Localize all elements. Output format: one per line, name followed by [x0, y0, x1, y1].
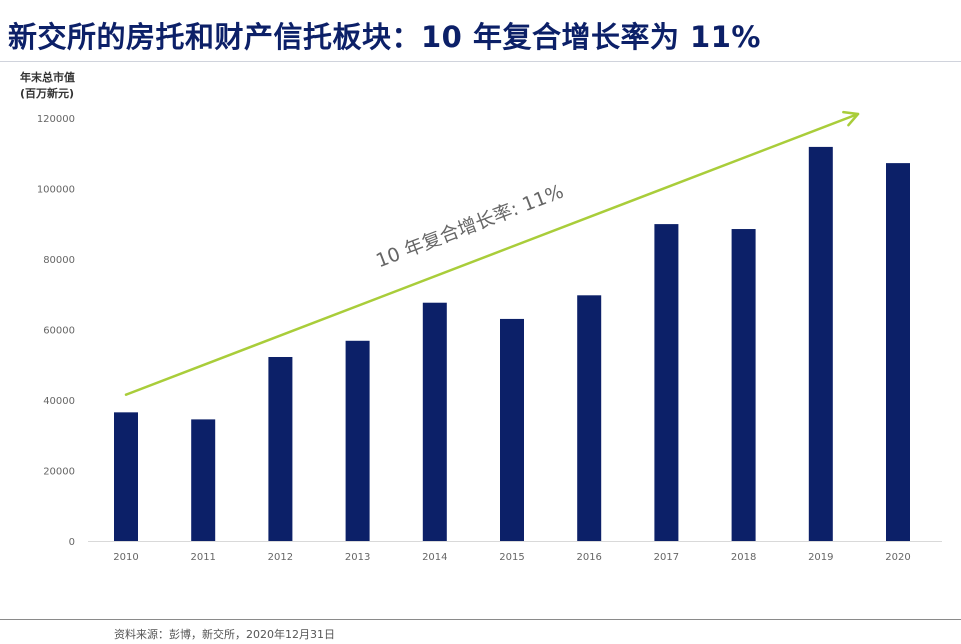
x-tick-label: 2020 — [885, 552, 910, 563]
bar-chart: 0 20000 40000 60000 80000 100000 120000 2010 201… — [37, 110, 942, 563]
y-axis-label-line1: 年末总市值 — [20, 71, 75, 84]
x-tick-label: 2017 — [654, 552, 679, 563]
y-tick-label: 0 — [69, 537, 75, 548]
x-tick-label: 2016 — [576, 552, 601, 563]
source-note: 资料来源：彭博，新交所，2020年12月31日 — [114, 628, 335, 641]
y-axis-label-line2: (百万新元) — [20, 87, 75, 100]
growth-annotation: 10 年复合增长率: 11% — [373, 181, 567, 273]
bar-2017 — [654, 224, 679, 542]
x-tick-label: 2011 — [190, 552, 215, 563]
page-title: 新交所的房托和财产信托板块：10 年复合增长率为 11% — [8, 20, 761, 54]
y-tick-label: 40000 — [43, 396, 75, 407]
bar-2018 — [731, 229, 756, 541]
y-tick-label: 80000 — [43, 255, 75, 266]
bar-2020 — [886, 163, 910, 541]
bar-2011 — [191, 419, 216, 541]
x-tick-label: 2018 — [731, 552, 756, 563]
title-divider — [0, 61, 961, 62]
x-tick-label: 2019 — [808, 552, 833, 563]
y-tick-label: 120000 — [37, 114, 75, 125]
y-tick-label: 100000 — [37, 185, 75, 196]
y-tick-label: 60000 — [43, 326, 75, 337]
x-tick-label: 2013 — [345, 552, 370, 563]
bar-2013 — [345, 340, 370, 541]
growth-arrow-line — [124, 112, 860, 396]
x-tick-label: 2010 — [113, 552, 138, 563]
y-axis-label: 年末总市值 (百万新元) — [20, 70, 75, 102]
bar-2012 — [268, 356, 293, 541]
y-tick-label: 20000 — [43, 467, 75, 478]
x-tick-label: 2014 — [422, 552, 447, 563]
bar-2010 — [114, 412, 138, 541]
footer-divider — [0, 619, 961, 620]
bar-2015 — [500, 318, 524, 541]
bar-2019 — [808, 146, 833, 541]
growth-arrow-head — [842, 110, 860, 127]
bar-2014 — [422, 302, 447, 541]
x-tick-label: 2015 — [499, 552, 524, 563]
x-tick-label: 2012 — [268, 552, 293, 563]
bar-2016 — [577, 295, 602, 541]
